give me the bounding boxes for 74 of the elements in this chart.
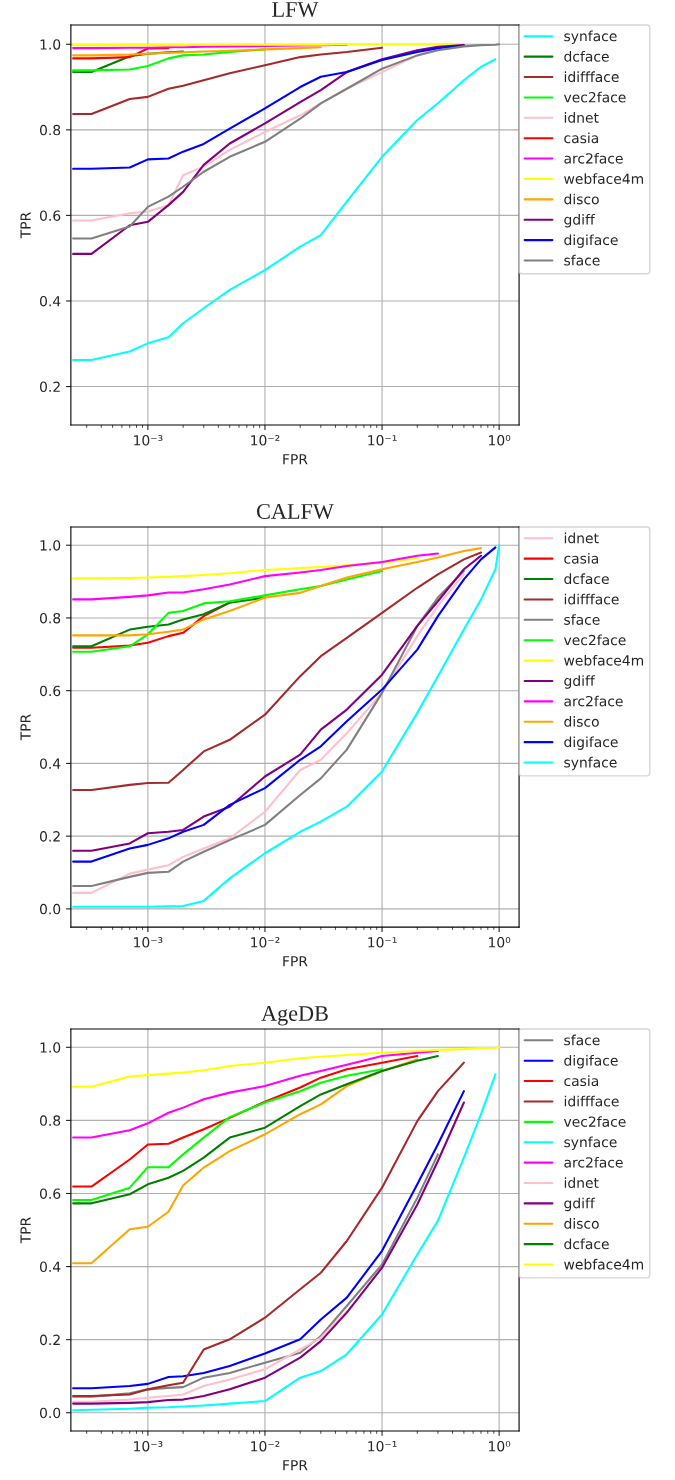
y-tick-label: 0.0 <box>39 1407 61 1419</box>
x-axis-title: FPR <box>283 454 308 465</box>
x-tick-label: 10⁻³ <box>134 435 163 446</box>
legend-label: casia <box>564 1075 599 1087</box>
legend-label: digiface <box>564 1054 618 1069</box>
legend-label: arc2face <box>564 695 623 707</box>
legend-label: synface <box>564 30 617 45</box>
legend-label: disco <box>564 193 599 205</box>
legend-label: dcface <box>564 1238 609 1250</box>
y-tick-label: 0.8 <box>39 124 61 136</box>
y-tick-label: 0.6 <box>39 685 61 697</box>
y-tick-label: 0.6 <box>39 210 61 221</box>
legend-label: sface <box>564 614 600 625</box>
y-tick-label: 0.0 <box>39 903 61 915</box>
y-tick-label: 1.0 <box>40 540 61 551</box>
y-tick-label: 0.4 <box>39 295 61 307</box>
legend-label: idiffface <box>564 1095 619 1107</box>
x-tick-label: 10⁻² <box>251 435 280 446</box>
x-tick-label: 10⁻³ <box>134 1440 163 1452</box>
legend-label: vec2face <box>563 1116 626 1127</box>
legend-label: casia <box>564 132 599 144</box>
y-tick-label: 0.4 <box>39 758 61 769</box>
legend-label: gdiff <box>564 675 596 689</box>
legend-label: synface <box>564 756 617 771</box>
legend-label: gdiff <box>564 214 596 228</box>
legend-label: arc2face <box>564 152 623 164</box>
legend-label: vec2face <box>563 634 626 646</box>
y-tick-label: 1.0 <box>40 39 61 50</box>
x-tick-label: 10⁻³ <box>134 937 163 948</box>
chart-title: CALFW <box>257 503 334 520</box>
legend-label: synface <box>564 1136 617 1150</box>
y-tick-label: 0.8 <box>39 612 61 624</box>
y-tick-label: 0.8 <box>39 1115 61 1126</box>
legend-label: vec2face <box>563 91 626 103</box>
y-axis-title: TPR <box>20 714 31 741</box>
legend-label: arc2face <box>564 1156 623 1168</box>
y-axis-title: TPR <box>20 1217 31 1244</box>
legend-label: digiface <box>564 234 618 248</box>
y-tick-label: 0.2 <box>39 381 60 393</box>
legend-label: webface4m <box>564 1258 644 1270</box>
y-tick-label: 0.4 <box>39 1261 61 1273</box>
legend-label: webface4m <box>564 173 644 185</box>
legend-label: idnet <box>564 1177 599 1189</box>
legend-label: disco <box>564 1218 599 1229</box>
legend-label: disco <box>564 716 599 727</box>
legend-label: digiface <box>564 736 618 750</box>
x-tick-label: 10⁻¹ <box>368 937 397 948</box>
x-tick-label: 10⁻² <box>251 1440 280 1452</box>
legend-label: sface <box>564 1034 600 1046</box>
legend-label: idnet <box>564 532 599 544</box>
legend-label: casia <box>564 552 599 564</box>
x-tick-label: 10⁰ <box>489 937 511 948</box>
legend-label: sface <box>564 254 600 266</box>
y-tick-label: 1.0 <box>40 1042 61 1053</box>
y-tick-label: 0.6 <box>39 1188 61 1199</box>
x-axis-title: FPR <box>283 1460 308 1471</box>
x-tick-label: 10⁰ <box>489 435 511 446</box>
x-tick-label: 10⁻¹ <box>368 1440 397 1452</box>
chart-title: LFW <box>272 2 319 18</box>
y-tick-label: 0.2 <box>39 1334 60 1346</box>
chart-title: AgeDB <box>261 1006 328 1026</box>
y-axis-title: TPR <box>20 212 31 239</box>
legend-label: gdiff <box>564 1197 596 1212</box>
x-axis-title: FPR <box>283 956 308 967</box>
legend-label: idiffface <box>564 71 619 83</box>
x-tick-label: 10⁻¹ <box>368 435 397 446</box>
legend-label: idnet <box>564 112 599 123</box>
legend-label: webface4m <box>564 654 644 666</box>
legend-label: idiffface <box>564 593 619 605</box>
x-tick-label: 10⁰ <box>489 1440 511 1452</box>
y-tick-label: 0.2 <box>39 831 60 842</box>
legend-label: dcface <box>564 50 609 62</box>
x-tick-label: 10⁻² <box>251 937 280 948</box>
legend-label: dcface <box>564 573 609 585</box>
